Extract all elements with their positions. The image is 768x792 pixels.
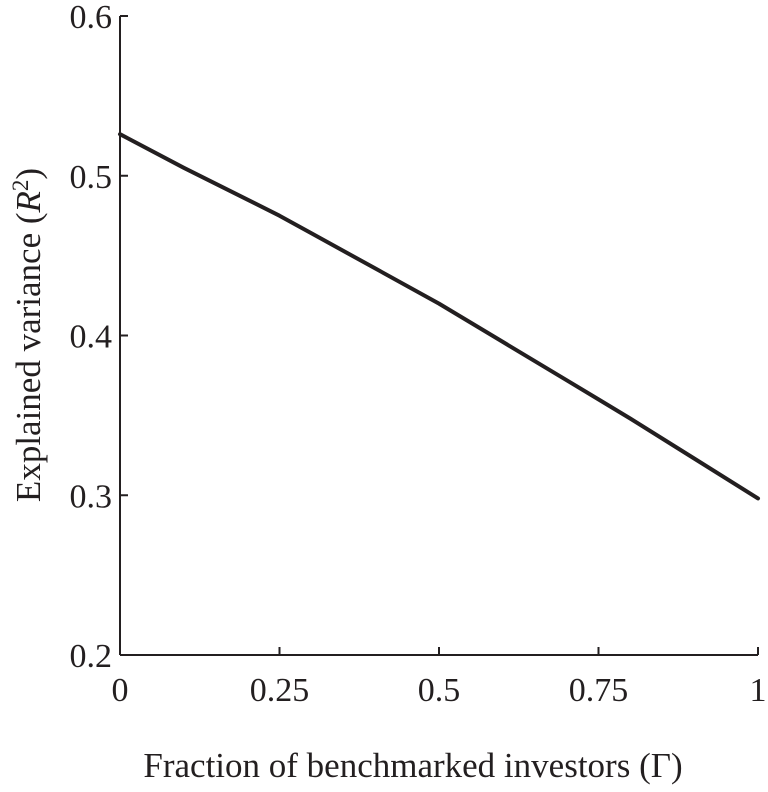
series-line <box>118 132 760 501</box>
y-tick-label: 0.3 <box>70 478 113 515</box>
y-axis-label: Explained variance (R2) <box>8 168 48 502</box>
y-axis-label-superscript: 2 <box>8 180 33 192</box>
y-tick-label: 0.2 <box>70 638 113 675</box>
x-tick-label: 0 <box>112 672 129 709</box>
x-tick-label: 0.5 <box>418 672 461 709</box>
x-ticks: 0 0.25 0.5 0.75 1 <box>112 647 767 709</box>
y-tick-label: 0.5 <box>70 159 113 196</box>
x-axis-label: Fraction of benchmarked investors (Γ) <box>143 746 682 785</box>
x-axis: 0 0.25 0.5 0.75 1 <box>112 647 767 709</box>
x-tick-label: 0.75 <box>569 672 629 709</box>
y-axis-label-prefix: Explained variance ( <box>9 212 48 502</box>
y-axis-label-suffix: ) <box>9 168 48 180</box>
series-layer <box>118 132 760 501</box>
x-tick-label: 1 <box>750 672 767 709</box>
y-axis: 0.2 0.3 0.4 0.5 0.6 <box>70 0 128 675</box>
y-ticks: 0.2 0.3 0.4 0.5 0.6 <box>70 0 128 675</box>
y-axis-label-symbol: R <box>9 191 48 213</box>
y-tick-label: 0.4 <box>70 319 113 356</box>
y-tick-label: 0.6 <box>70 0 113 36</box>
x-tick-label: 0.25 <box>250 672 310 709</box>
